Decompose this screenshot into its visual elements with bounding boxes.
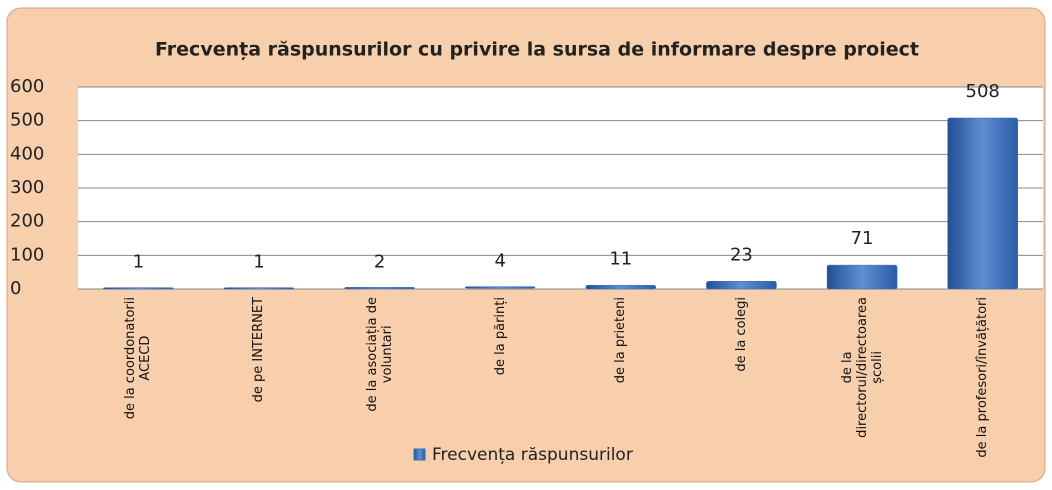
x-tick-label: de la părinți <box>493 297 508 489</box>
x-tick-text: de pe INTERNET <box>251 297 267 403</box>
value-label: 11 <box>609 248 632 269</box>
x-tick-text: de la profesori/învățători <box>975 297 991 458</box>
bar <box>585 285 657 290</box>
value-label: 2 <box>374 251 385 272</box>
bar <box>947 117 1018 290</box>
y-tick-label: 0 <box>10 278 21 299</box>
x-tick-text: de la asociația de voluntari <box>364 297 395 412</box>
y-tick-label: 500 <box>10 110 44 131</box>
legend-label: Frecvența răspunsurilor <box>432 445 633 465</box>
x-tick-text: de la colegi <box>733 297 749 372</box>
x-tick-text: de la directorul/directoarea școlii <box>839 297 885 438</box>
value-label: 4 <box>494 251 505 272</box>
x-tick-text: de la părinți <box>492 297 508 376</box>
x-tick-label: de la directorul/directoarea școlii <box>840 297 885 489</box>
y-tick-label: 200 <box>10 211 44 232</box>
x-tick-text: de la prieteni <box>613 297 629 384</box>
x-tick-label: de la asociația de voluntari <box>365 297 395 489</box>
value-label: 1 <box>133 252 144 273</box>
value-label: 71 <box>851 228 874 249</box>
y-tick-label: 600 <box>10 76 44 97</box>
bar <box>706 281 777 290</box>
x-tick-label: de la coordonatorii ACECD <box>123 297 153 489</box>
y-tick-label: 100 <box>10 244 44 265</box>
legend-swatch <box>413 448 426 461</box>
bar <box>344 287 415 290</box>
chart-title: Frecvența răspunsurilor cu privire la su… <box>155 39 919 61</box>
bar <box>223 287 295 290</box>
x-tick-label: de pe INTERNET <box>251 297 266 489</box>
value-label: 1 <box>253 252 264 273</box>
x-tick-label: de la prieteni <box>613 297 628 489</box>
y-tick-label: 400 <box>10 143 44 164</box>
bar <box>826 264 898 290</box>
value-label: 508 <box>966 81 1000 102</box>
value-label: 23 <box>730 244 753 265</box>
bar <box>103 287 174 290</box>
x-tick-text: de la coordonatorii ACECD <box>123 297 154 420</box>
x-tick-label: de la colegi <box>734 297 749 489</box>
x-tick-label: de la profesori/învățători <box>975 297 990 489</box>
y-tick-label: 300 <box>10 177 44 198</box>
bar <box>464 286 536 289</box>
